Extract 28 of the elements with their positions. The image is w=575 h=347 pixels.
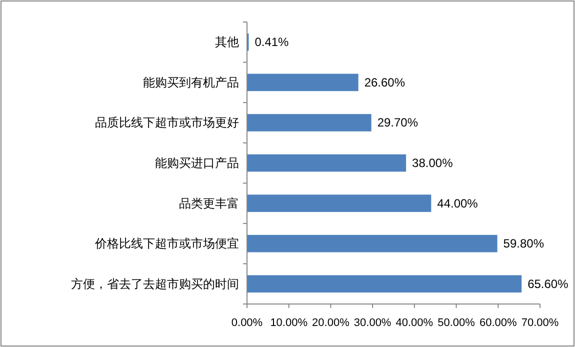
x-tick-label: 60.00%: [479, 317, 518, 329]
bar: [247, 154, 406, 172]
y-tick-label: 能购买进口产品: [155, 156, 239, 170]
y-tick-label: 价格比线下超市或市场便宜: [94, 236, 239, 251]
x-tick-label: 40.00%: [396, 317, 434, 329]
data-label: 38.00%: [412, 156, 454, 170]
data-label: 0.41%: [254, 35, 290, 50]
bar: [247, 74, 358, 92]
y-tick-label: 品质比线下超市或市场更好: [95, 116, 239, 130]
data-label: 44.00%: [437, 196, 478, 210]
x-tick-label: 70.00%: [521, 317, 559, 329]
y-tick-label: 能购买到有机产品: [143, 75, 239, 90]
data-label: 65.60%: [528, 276, 569, 291]
data-label: 59.80%: [503, 236, 544, 251]
data-label: 26.60%: [364, 75, 406, 90]
y-tick-label: 方便，省去了去超市购买的时间: [71, 276, 239, 291]
bar: [247, 275, 522, 293]
x-tick-label: 0.00%: [231, 317, 263, 329]
y-tick-label: 品类更丰富: [179, 196, 239, 210]
x-tick-label: 50.00%: [438, 317, 476, 329]
bar: [247, 234, 498, 252]
y-tick-label: 其他: [215, 35, 239, 50]
bar: [247, 114, 372, 132]
bar: [247, 194, 432, 212]
data-label: 29.70%: [377, 116, 418, 130]
x-tick-label: 20.00%: [312, 317, 350, 329]
x-tick-label: 30.00%: [354, 317, 392, 329]
x-tick-label: 10.00%: [270, 317, 308, 329]
